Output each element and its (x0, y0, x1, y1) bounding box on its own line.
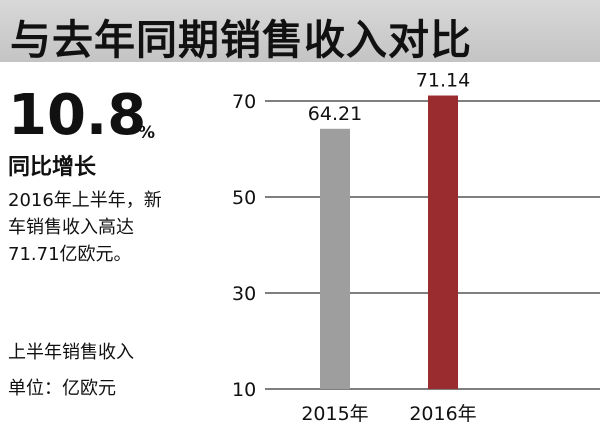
y-tick-label: 30 (232, 283, 256, 305)
y-tick-label: 70 (232, 91, 256, 113)
y-tick-label: 10 (232, 379, 256, 401)
description-line-1: 2016年上半年，新 (8, 190, 162, 211)
growth-unit: % (138, 123, 156, 143)
x-tick-label: 2015年 (301, 403, 368, 425)
description-line-3: 71.71亿欧元。 (8, 244, 132, 265)
growth-value: 10.8 (8, 83, 147, 148)
y-tick-label: 50 (232, 187, 256, 209)
bar (320, 128, 350, 390)
growth-label: 同比增长 (8, 155, 97, 180)
bar (428, 95, 458, 389)
page-title: 与去年同期销售收入对比 (10, 16, 472, 64)
bar-value-label: 64.21 (308, 103, 362, 125)
description-line-2: 车销售收入高达 (8, 217, 134, 238)
x-tick-label: 2016年 (409, 403, 476, 425)
bar-value-label: 71.14 (416, 70, 470, 92)
title-band: 与去年同期销售收入对比 (0, 0, 600, 64)
unit-note: 单位：亿欧元 (8, 378, 116, 399)
metric-note: 上半年销售收入 (8, 342, 134, 363)
